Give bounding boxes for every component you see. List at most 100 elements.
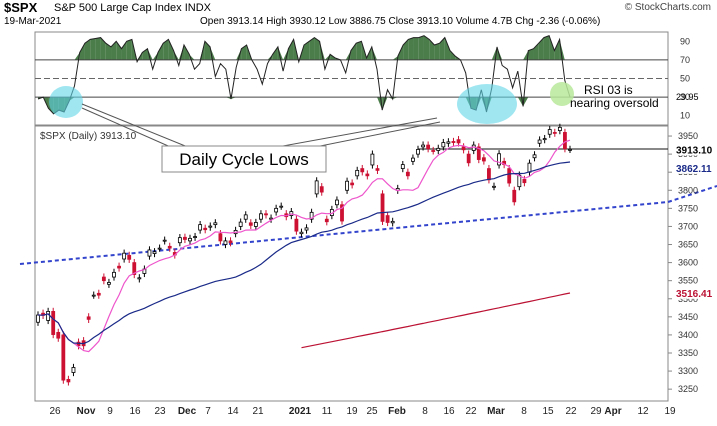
price-tick-label: 3250 [678,384,698,394]
candle-body [264,213,268,216]
rsi-oversold-highlight [550,82,574,106]
rsi-note-line2: nearing oversold [570,96,659,110]
rsi-overbought-area [126,39,132,60]
rsi-overbought-area [288,39,294,60]
support-trendline-2 [667,185,717,203]
cycle-low-highlight-1 [49,86,83,118]
candle-body [112,271,116,278]
candle-body [86,316,91,320]
rsi-tick-label: 70 [680,55,690,65]
x-tick-label: Dec [178,406,197,417]
candle-body [319,186,324,193]
price-tick-label: 3300 [678,366,698,376]
candle-body [355,169,360,177]
candle-body [208,225,213,228]
candle-body [203,227,208,231]
candle-body [294,218,299,232]
candle-body [147,249,152,257]
price-tick-label: 3700 [678,221,698,231]
candle-body [223,240,228,245]
rsi-overbought-area [100,37,106,60]
candle-body [107,282,111,285]
price-tick-label: 3800 [678,185,698,195]
rsi-note-line1: RSI 03 is [584,83,633,97]
rsi-overbought-area [549,35,555,60]
rsi-overbought-area [309,37,315,60]
rsi-axis: 90 70 50 30 10 29.95 [676,36,699,120]
candle-body [451,141,456,143]
x-tick-label: 2021 [289,406,312,417]
candle-body [71,367,76,373]
candle-body [390,220,395,224]
brand-watermark: © StockCharts.com [624,2,711,13]
x-tick-label: 12 [637,406,649,417]
price-axis: 3950390038503800375037003650360035503500… [672,131,717,394]
rsi-overbought-area [350,43,357,60]
x-tick-label: 15 [542,406,554,417]
index-name: S&P 500 Large Cap Index INDX [54,2,211,14]
candle-body [299,231,304,235]
x-tick-label: 21 [252,406,264,417]
candle-body [61,334,66,381]
candle-body [481,157,486,162]
candle-body [51,311,56,335]
candle-body [405,171,410,177]
candle-body [370,153,375,166]
rsi-overbought-area [413,37,419,60]
rsi-overbought-area [444,37,451,60]
candle-body [547,129,552,135]
rsi-overbought-area [418,35,424,60]
chart-date: 19-Mar-2021 [4,16,62,27]
candle-body [183,236,187,240]
rsi-overbought-area [105,43,112,60]
candle-body [188,237,192,242]
x-tick-label: 22 [565,406,577,417]
candle-body [91,294,96,297]
candle-body [269,217,273,220]
candle-body [532,154,537,159]
price-tick-label: 3600 [678,258,698,268]
rsi-overbought-area [184,45,190,60]
rsi-overbought-area [559,39,565,60]
rsi-overbought-area [90,38,96,60]
rsi-overbought-area [314,37,320,60]
x-tick-label: 19 [346,406,358,417]
candle-body [557,126,562,132]
candle-body [152,251,157,254]
candle-body [345,180,349,191]
rsi-overbought-area [173,50,179,60]
rsi-tick-label: 50 [680,74,690,84]
candle-body [127,254,132,260]
candle-body [274,207,279,213]
cycle-low-highlight-2 [457,84,517,124]
sma-long-line [301,292,571,349]
x-tick-label: Apr [604,406,621,417]
rsi-last-value: 29.95 [676,92,699,102]
rsi-tick-label: 30 [680,92,690,102]
candle-body [512,189,517,203]
callout-box [161,145,327,173]
x-tick-label: 11 [322,406,333,417]
candle-body [446,141,451,144]
x-tick-label: 19 [664,406,676,417]
sma-long-price-label-bg [672,286,717,299]
rsi-overbought-area [236,48,242,60]
candle-body [122,252,127,260]
candle-body [537,139,542,144]
candle-body [522,179,527,184]
rsi-overbought-area [403,39,409,60]
candle-body [461,146,466,151]
rsi-overbought-area [528,48,534,60]
candle-body [360,168,365,173]
rsi-oversold-area [382,97,388,111]
price-panel-title: $SPX (Daily) 3913.10 [40,131,137,142]
candle-body [527,162,532,173]
candle-body [400,164,405,169]
candle-body [238,221,243,227]
candle-body [421,144,425,148]
price-tick-label: 3750 [678,203,698,213]
rsi-overbought-area [554,39,560,60]
rsi-overbought-area [304,41,310,60]
candle-body [426,144,431,150]
